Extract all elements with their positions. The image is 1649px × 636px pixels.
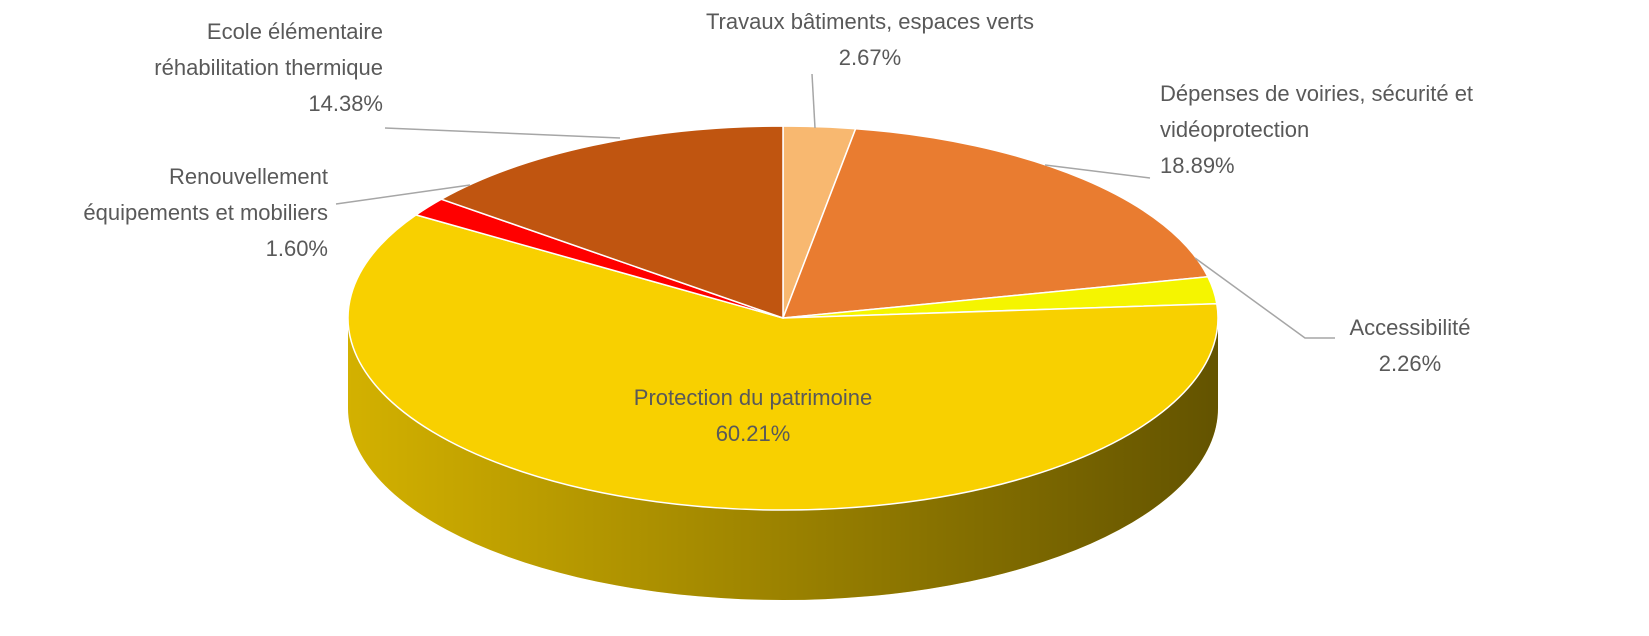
category-label: Accessibilité [1349,315,1471,340]
leader-line [384,127,621,139]
category-label: Renouvellement équipements et mobiliers [83,164,328,225]
leader-line [1194,257,1335,339]
value-label: 60.21% [715,421,791,446]
value-label: 2.67% [838,45,902,70]
value-label: 14.38% [308,91,383,116]
slice-label: Ecole élémentaire réhabilitation thermiq… [0,14,383,122]
leader-line [1044,164,1151,179]
pie-slice [347,214,1219,511]
value-label: 2.26% [1378,351,1442,376]
slice-label: Dépenses de voiries, sécurité et vidéopr… [1160,76,1640,184]
pie-slice [781,127,1210,319]
slice-label: Accessibilité 2.26% [1300,310,1520,382]
leader-line [811,73,816,129]
category-label: Dépenses de voiries, sécurité et vidéopr… [1160,81,1474,142]
value-label: 18.89% [1160,153,1235,178]
slice-label: Protection du patrimoine 60.21% [553,380,953,452]
slice-label: Travaux bâtiments, espaces verts 2.67% [660,4,1080,76]
slice-label: Renouvellement équipements et mobiliers 1… [0,159,328,267]
value-label: 1.60% [265,236,328,261]
category-label: Protection du patrimoine [633,385,873,410]
leader-line [335,184,471,205]
category-label: Travaux bâtiments, espaces verts [705,9,1035,34]
side-shade [348,318,1218,600]
category-label: Ecole élémentaire réhabilitation thermiq… [154,19,383,80]
